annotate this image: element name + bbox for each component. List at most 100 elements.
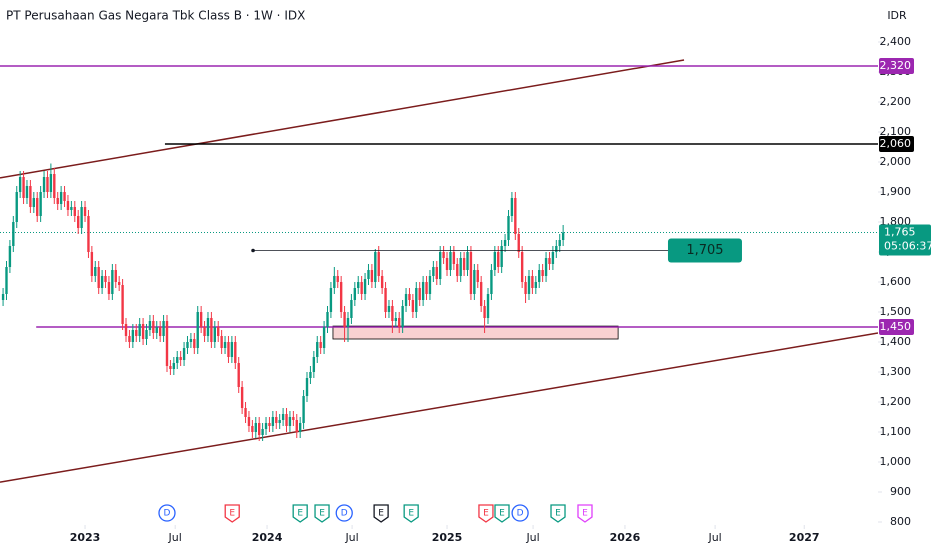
candle-body: [561, 232, 565, 240]
candle-body: [558, 240, 561, 246]
candle-body: [401, 306, 404, 327]
candle-body: [172, 363, 176, 369]
candle-body: [268, 423, 271, 426]
candle-body: [138, 324, 141, 336]
candle-body: [292, 417, 295, 420]
x-tick-label: 2025: [432, 531, 463, 544]
candle-body: [421, 282, 425, 300]
candle-body: [80, 207, 83, 228]
y-tick-label: 900: [890, 485, 911, 498]
event-label: E: [499, 509, 505, 519]
candle-body: [12, 222, 15, 246]
y-tick-label: 2,400: [880, 35, 912, 48]
candle-body: [445, 258, 449, 270]
candle-body: [541, 270, 544, 276]
y-tick-label: 1,900: [880, 185, 912, 198]
candle-body: [254, 423, 257, 432]
candle-body: [418, 288, 421, 300]
candle-body: [63, 192, 66, 201]
candle-body: [415, 288, 418, 312]
candle-body: [544, 258, 548, 276]
last-price-label: 1,765: [884, 226, 916, 239]
candle-body: [425, 282, 428, 294]
candle-body: [100, 276, 104, 288]
candle-body: [25, 186, 29, 198]
candle-body: [520, 252, 524, 282]
candle-body: [111, 270, 114, 294]
event-icon: [224, 504, 240, 523]
candle-body: [456, 264, 459, 276]
candle-body: [531, 276, 534, 288]
candle-body: [83, 207, 87, 216]
candle-body: [145, 330, 148, 339]
level-tag: [879, 319, 914, 335]
price-line-box: [667, 238, 742, 263]
candle-body: [479, 282, 483, 306]
y-tick-label: 1,100: [880, 425, 912, 438]
candle-body: [162, 321, 165, 336]
candle-body: [476, 270, 479, 282]
candle-body: [39, 192, 42, 216]
candle-body: [131, 330, 135, 342]
candle-body: [8, 246, 12, 267]
candle-body: [193, 339, 196, 348]
candle-body: [298, 423, 302, 432]
candle-body: [394, 318, 397, 321]
candle-body: [73, 207, 76, 216]
candle-body: [223, 342, 227, 348]
candle-body: [452, 252, 456, 264]
candle-body: [367, 270, 370, 279]
candle-body: [503, 240, 507, 246]
candle-body: [285, 414, 288, 426]
candle-body: [186, 342, 189, 348]
candle-body: [90, 252, 94, 276]
event-label: D: [341, 509, 348, 519]
event-label: E: [582, 509, 588, 519]
candle-body: [169, 366, 172, 369]
candle-body: [350, 300, 353, 318]
candle-body: [510, 198, 514, 216]
candle-body: [384, 288, 387, 312]
candle-body: [374, 252, 377, 282]
candle-body: [29, 186, 32, 207]
candle-body: [189, 339, 193, 342]
candle-body: [240, 387, 244, 408]
event-icon: [335, 504, 353, 522]
candle-body: [56, 198, 59, 204]
candle-body: [346, 318, 350, 327]
y-tick-label: 2,200: [880, 95, 912, 108]
candle-body: [514, 198, 517, 234]
event-icon: [292, 504, 308, 523]
candle-body: [322, 327, 326, 348]
candle-body: [360, 282, 363, 294]
event-label: D: [517, 509, 524, 519]
candle-body: [148, 321, 152, 330]
candle-body: [278, 420, 281, 423]
candle-body: [534, 282, 538, 288]
x-tick-label: 2026: [610, 531, 641, 544]
candle-body: [391, 306, 394, 321]
x-tick-label: Jul: [344, 531, 358, 544]
candle-body: [77, 216, 80, 228]
event-label: E: [319, 509, 325, 519]
candle-body: [377, 252, 380, 276]
candle-body: [490, 270, 493, 294]
y-tick-label: 1,400: [880, 335, 912, 348]
candle-body: [121, 285, 124, 324]
event-label: E: [297, 509, 303, 519]
event-icon: [478, 504, 494, 523]
chart-title: PT Perusahaan Gas Negara Tbk Class B · 1…: [6, 9, 305, 23]
x-tick-label: 2027: [789, 531, 820, 544]
candle-body: [312, 357, 316, 372]
candle-body: [387, 306, 391, 312]
candle-body: [459, 258, 462, 276]
candle-body: [339, 282, 343, 312]
event-label: E: [408, 509, 414, 519]
candle-body: [555, 246, 558, 252]
x-tick-label: 2023: [70, 531, 101, 544]
candle-body: [370, 270, 374, 282]
candle-body: [551, 252, 555, 264]
candle-body: [411, 300, 415, 312]
event-icon: [373, 504, 389, 523]
